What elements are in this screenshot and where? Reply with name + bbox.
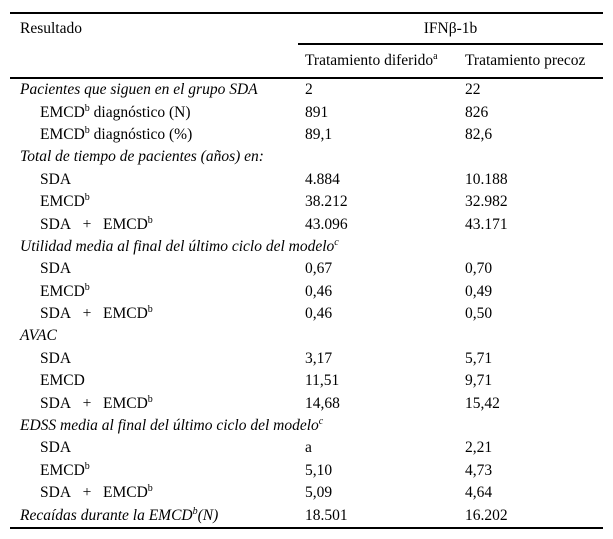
treatment-group-header: IFNβ-1b bbox=[298, 14, 603, 45]
value-diferido: 2 bbox=[305, 81, 313, 99]
column-header-diferido: Tratamiento diferidoa bbox=[305, 50, 438, 69]
footnote-marker-b: b bbox=[147, 393, 153, 405]
value-precoz: 82,6 bbox=[465, 125, 493, 143]
table-row: EMCDb 38.212 32.982 bbox=[10, 191, 603, 213]
results-table: Resultado IFNβ-1b Tratamiento diferidoa … bbox=[10, 12, 603, 529]
table-row: AVAC bbox=[10, 325, 603, 347]
footnote-marker-c: c bbox=[318, 415, 324, 427]
table-row: EMCDb 0,46 0,49 bbox=[10, 281, 603, 303]
row-label: SDA + EMCDb bbox=[40, 483, 153, 502]
table-row: Recaídas durante la EMCDb(N) 18.501 16.2… bbox=[10, 504, 603, 526]
footnote-marker-b: b bbox=[192, 505, 198, 517]
value-diferido: 18.501 bbox=[305, 506, 348, 524]
table-row: SDA 3,17 5,71 bbox=[10, 348, 603, 370]
value-diferido: 11,51 bbox=[305, 372, 340, 390]
column-header-resultado: Resultado bbox=[20, 20, 82, 37]
footnote-marker-b: b bbox=[147, 483, 153, 495]
footnote-marker-a: a bbox=[433, 50, 438, 62]
row-label: EMCD bbox=[40, 372, 85, 390]
value-precoz: 0,50 bbox=[465, 305, 493, 323]
value-diferido: 4.884 bbox=[305, 170, 340, 188]
header-group-row: Resultado IFNβ-1b bbox=[10, 14, 603, 45]
table-row: SDA 4.884 10.188 bbox=[10, 169, 603, 191]
column-header-precoz: Tratamiento precoz bbox=[465, 52, 586, 69]
footnote-marker-b: b bbox=[147, 214, 153, 226]
value-precoz: 2,21 bbox=[465, 439, 493, 457]
value-precoz: 9,71 bbox=[465, 372, 493, 390]
value-precoz: 5,71 bbox=[465, 349, 493, 367]
value-diferido: 89,1 bbox=[305, 125, 333, 143]
value-diferido: 0,46 bbox=[305, 282, 333, 300]
table-row: SDA a 2,21 bbox=[10, 437, 603, 459]
table-body: Pacientes que siguen en el grupo SDA 2 2… bbox=[10, 79, 603, 527]
footnote-marker-b: b bbox=[84, 281, 90, 293]
footnote-marker-b: b bbox=[84, 124, 90, 136]
footnote-marker-b: b bbox=[147, 303, 153, 315]
value-precoz: 32.982 bbox=[465, 193, 508, 211]
footnote-marker-c: c bbox=[334, 236, 339, 248]
value-precoz: 10.188 bbox=[465, 170, 508, 188]
table-row: SDA + EMCDb 0,46 0,50 bbox=[10, 303, 603, 325]
table-row: EMCDb 5,10 4,73 bbox=[10, 460, 603, 482]
value-precoz: 16.202 bbox=[465, 506, 508, 524]
value-diferido: 3,17 bbox=[305, 349, 333, 367]
row-label: SDA + EMCDb bbox=[40, 214, 153, 233]
value-precoz: 0,70 bbox=[465, 260, 493, 278]
value-precoz: 15,42 bbox=[465, 394, 500, 412]
row-label: EMCDb bbox=[40, 191, 90, 211]
footnote-marker-b: b bbox=[84, 191, 90, 203]
table-row: Total de tiempo de pacientes (años) en: bbox=[10, 146, 603, 168]
row-label: EMCDb diagnóstico (%) bbox=[40, 124, 193, 143]
footnote-marker-b: b bbox=[84, 460, 90, 472]
row-label: AVAC bbox=[20, 327, 57, 345]
value-diferido: 5,10 bbox=[305, 461, 333, 479]
table-header: Resultado IFNβ-1b Tratamiento diferidoa … bbox=[10, 14, 603, 79]
row-label: SDA bbox=[40, 260, 72, 278]
table-row: EMCDb diagnóstico (%) 89,1 82,6 bbox=[10, 124, 603, 146]
value-precoz: 4,64 bbox=[465, 484, 493, 502]
row-label: EDSS media al final del último ciclo del… bbox=[20, 415, 324, 435]
footnote-marker-b: b bbox=[84, 102, 90, 114]
row-label: SDA bbox=[40, 439, 72, 457]
table-row: SDA + EMCDb 14,68 15,42 bbox=[10, 392, 603, 414]
value-diferido: 14,68 bbox=[305, 394, 340, 412]
row-label: Pacientes que siguen en el grupo SDA bbox=[20, 81, 258, 99]
value-diferido: 43.096 bbox=[305, 215, 348, 233]
row-label: Total de tiempo de pacientes (años) en: bbox=[20, 148, 264, 166]
table-row: Utilidad media al final del último ciclo… bbox=[10, 236, 603, 258]
value-precoz: 826 bbox=[465, 103, 489, 121]
table-row: EMCDb diagnóstico (N) 891 826 bbox=[10, 101, 603, 123]
row-label: SDA bbox=[40, 170, 72, 188]
value-diferido: a bbox=[305, 439, 312, 457]
table-row: EDSS media al final del último ciclo del… bbox=[10, 415, 603, 437]
row-label: Recaídas durante la EMCDb(N) bbox=[20, 505, 219, 524]
row-label: EMCDb diagnóstico (N) bbox=[40, 102, 191, 121]
value-precoz: 0,49 bbox=[465, 282, 493, 300]
table-row: SDA 0,67 0,70 bbox=[10, 258, 603, 280]
row-label: EMCDb bbox=[40, 460, 90, 479]
header-subcolumns-row: Tratamiento diferidoa Tratamiento precoz bbox=[10, 45, 603, 77]
value-precoz: 43.171 bbox=[465, 215, 508, 233]
row-label: EMCDb bbox=[40, 281, 90, 300]
value-precoz: 22 bbox=[465, 81, 481, 99]
value-diferido: 5,09 bbox=[305, 484, 333, 502]
row-label: SDA + EMCDb bbox=[40, 303, 153, 323]
table-row: Pacientes que siguen en el grupo SDA 2 2… bbox=[10, 79, 603, 101]
row-label: SDA bbox=[40, 349, 72, 367]
row-label: Utilidad media al final del último ciclo… bbox=[20, 236, 339, 255]
value-diferido: 0,67 bbox=[305, 260, 333, 278]
table-row: SDA + EMCDb 43.096 43.171 bbox=[10, 213, 603, 235]
table-row: EMCD 11,51 9,71 bbox=[10, 370, 603, 392]
table-row: SDA + EMCDb 5,09 4,64 bbox=[10, 482, 603, 504]
value-diferido: 38.212 bbox=[305, 193, 348, 211]
value-diferido: 0,46 bbox=[305, 305, 333, 323]
row-label: SDA + EMCDb bbox=[40, 393, 153, 412]
value-precoz: 4,73 bbox=[465, 461, 493, 479]
value-diferido: 891 bbox=[305, 103, 329, 121]
